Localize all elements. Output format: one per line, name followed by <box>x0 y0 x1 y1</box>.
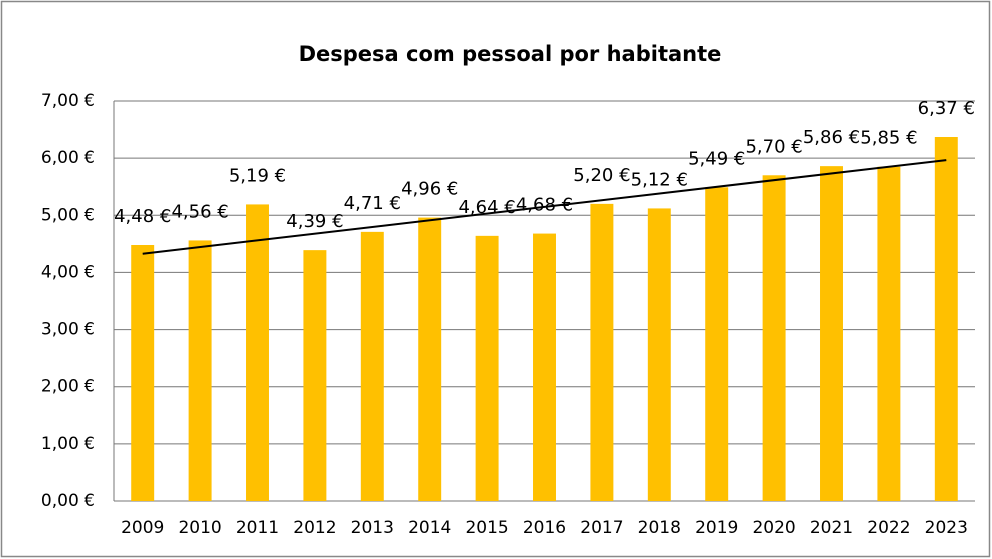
data-label: 5,20 € <box>573 165 630 186</box>
chart-title: Despesa com pessoal por habitante <box>299 42 722 66</box>
bar <box>533 233 556 502</box>
x-tick-label: 2019 <box>695 518 738 538</box>
data-label: 6,37 € <box>918 98 975 119</box>
y-tick-label: 7,00 € <box>41 91 95 111</box>
y-tick-label: 6,00 € <box>41 148 95 168</box>
bar <box>246 204 269 501</box>
data-label: 5,19 € <box>229 165 286 186</box>
data-label: 4,68 € <box>516 195 573 216</box>
y-tick-label: 0,00 € <box>41 491 95 511</box>
data-label: 5,49 € <box>688 148 745 169</box>
data-label: 5,85 € <box>860 128 917 149</box>
bar <box>820 166 843 501</box>
data-label: 4,64 € <box>458 197 515 218</box>
x-tick-label: 2009 <box>121 518 164 538</box>
bar <box>131 245 155 501</box>
bar <box>647 208 671 501</box>
bar <box>705 187 729 502</box>
bar <box>934 137 958 501</box>
bar <box>877 166 901 501</box>
bar <box>360 231 384 501</box>
data-label: 5,70 € <box>745 136 802 157</box>
y-tick-label: 3,00 € <box>41 320 95 340</box>
data-label: 5,12 € <box>631 169 688 190</box>
x-tick-label: 2015 <box>465 518 508 538</box>
bar <box>188 240 212 501</box>
data-label: 4,96 € <box>401 179 458 200</box>
data-label: 5,86 € <box>803 127 860 148</box>
x-tick-label: 2022 <box>867 518 910 538</box>
x-tick-label: 2011 <box>236 518 279 538</box>
x-tick-label: 2016 <box>523 518 566 538</box>
bar <box>303 250 327 501</box>
x-tick-label: 2021 <box>810 518 853 538</box>
y-tick-label: 1,00 € <box>41 434 95 454</box>
x-tick-label: 2017 <box>580 518 623 538</box>
x-tick-label: 2013 <box>351 518 394 538</box>
x-tick-label: 2012 <box>293 518 336 538</box>
bar <box>762 175 786 502</box>
x-tick-label: 2020 <box>752 518 795 538</box>
data-label: 4,48 € <box>114 206 171 227</box>
x-tick-label: 2023 <box>925 518 968 538</box>
bar <box>475 235 499 501</box>
data-label: 4,39 € <box>286 211 343 232</box>
x-tick-label: 2018 <box>638 518 681 538</box>
y-tick-label: 5,00 € <box>41 205 95 225</box>
data-label: 4,56 € <box>171 201 228 222</box>
y-tick-label: 4,00 € <box>41 262 95 282</box>
bar <box>418 217 442 502</box>
bar <box>590 203 614 501</box>
x-tick-label: 2010 <box>178 518 221 538</box>
trendline <box>142 159 947 255</box>
y-tick-label: 2,00 € <box>41 377 95 397</box>
x-tick-label: 2014 <box>408 518 451 538</box>
data-label: 4,71 € <box>344 193 401 214</box>
